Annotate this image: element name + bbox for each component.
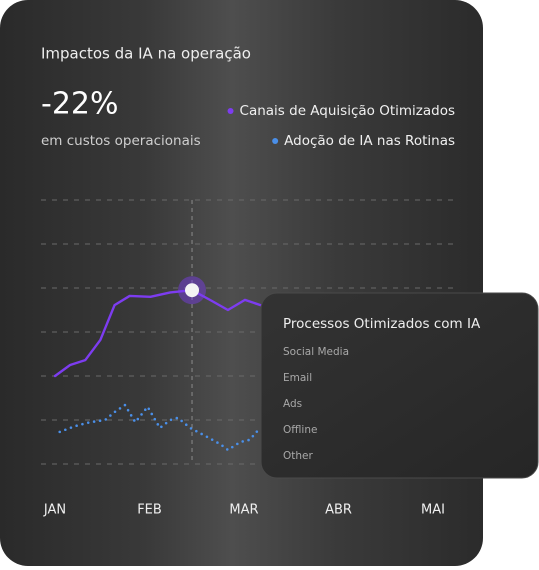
x-tick-label: JAN — [43, 503, 66, 518]
legend-dot — [272, 138, 279, 144]
series-line — [53, 289, 264, 378]
x-tick-label: ABR — [325, 503, 352, 518]
panel-item: Other — [283, 450, 313, 462]
x-tick-label: MAI — [421, 503, 445, 518]
x-tick-label: FEB — [137, 503, 162, 518]
panel-item: Offline — [283, 424, 317, 436]
card-title: Impactos da IA na operação — [41, 45, 251, 63]
panel — [260, 292, 539, 479]
panel-item: Email — [283, 372, 312, 384]
legend-label: Adoção de IA nas Rotinas — [284, 133, 455, 149]
legend-dot — [227, 108, 234, 114]
panel-title: Processos Otimizados com IA — [283, 316, 481, 332]
card — [0, 0, 483, 566]
panel-item: Social Media — [283, 346, 349, 358]
legend-label: Canais de Aquisição Otimizados — [240, 103, 455, 119]
x-tick-label: MAR — [229, 503, 258, 518]
highlight-point — [185, 283, 200, 298]
panel-item: Ads — [283, 398, 302, 410]
kpi-value: -22% — [41, 87, 119, 122]
kpi-caption: em custos operacionais — [41, 133, 201, 149]
